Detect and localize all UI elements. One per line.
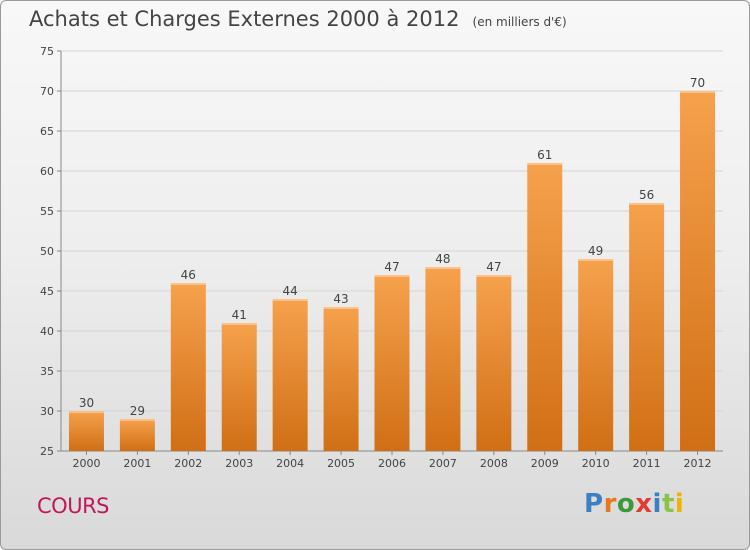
value-label-2004: 44 (283, 284, 298, 298)
bar-2001 (119, 419, 155, 451)
y-tick-label: 45 (40, 285, 54, 298)
bar-highlight (323, 307, 359, 309)
y-tick-label: 65 (40, 125, 54, 138)
value-label-2002: 46 (181, 268, 196, 282)
x-tick-label-2005: 2005 (327, 457, 355, 470)
x-tick-label-2001: 2001 (123, 457, 151, 470)
value-label-2008: 47 (486, 260, 501, 274)
bar-highlight (374, 275, 410, 277)
bar-2006 (374, 275, 410, 451)
bar-highlight (425, 267, 461, 269)
y-tick-label: 40 (40, 325, 54, 338)
value-label-2009: 61 (537, 148, 552, 162)
bar-highlight (629, 203, 665, 205)
y-tick-label: 70 (40, 85, 54, 98)
commune-name: COURS (37, 494, 109, 518)
bar-highlight (221, 323, 257, 325)
bar-highlight (119, 419, 155, 421)
y-tick-label: 25 (40, 445, 54, 458)
bar-highlight (170, 283, 206, 285)
bar-highlight (476, 275, 512, 277)
proxiti-logo: Proxiti (584, 489, 684, 519)
value-label-2000: 30 (79, 396, 94, 410)
logo-letter: o (616, 489, 636, 519)
x-tick-label-2004: 2004 (276, 457, 304, 470)
bar-highlight (68, 411, 104, 413)
bar-2009 (527, 163, 563, 451)
bar-2004 (272, 299, 308, 451)
bar-2003 (221, 323, 257, 451)
x-tick-label-2006: 2006 (378, 457, 406, 470)
chart-subtitle: (en milliers d'€) (472, 15, 567, 29)
logo-letter: t (661, 489, 675, 519)
logo-letter: i (652, 489, 662, 519)
bars (68, 91, 716, 451)
bar-highlight (272, 299, 308, 301)
x-tick-label-2003: 2003 (225, 457, 253, 470)
bar-2011 (629, 203, 665, 451)
value-label-2007: 48 (435, 252, 450, 266)
x-tick-label-2011: 2011 (633, 457, 661, 470)
y-tick-label: 60 (40, 165, 54, 178)
labels: 25 30 35 40 45 50 55 60 65 70 75 30 2000 29 2001 46 2002… (40, 45, 712, 470)
bar-2000 (68, 411, 104, 451)
x-tick-label-2009: 2009 (531, 457, 559, 470)
logo-letter: r (603, 489, 617, 519)
y-tick-label: 50 (40, 245, 54, 258)
value-label-2001: 29 (130, 404, 145, 418)
x-tick-label-2000: 2000 (72, 457, 100, 470)
value-label-2012: 70 (690, 76, 705, 90)
x-tick-label-2008: 2008 (480, 457, 508, 470)
x-tick-label-2010: 2010 (582, 457, 610, 470)
bar-2005 (323, 307, 359, 451)
bar-highlight (527, 163, 563, 165)
value-label-2010: 49 (588, 244, 603, 258)
logo-letter: x (635, 489, 653, 519)
bar-2007 (425, 267, 461, 451)
y-tick-label: 35 (40, 365, 54, 378)
bar-highlight (578, 259, 614, 261)
y-tick-label: 30 (40, 405, 54, 418)
x-tick-label-2012: 2012 (684, 457, 712, 470)
bar-highlight (680, 91, 716, 93)
value-label-2006: 47 (384, 260, 399, 274)
chart-title: Achats et Charges Externes 2000 à 2012 (29, 7, 460, 31)
logo-letter: i (674, 489, 685, 519)
bar-2010 (578, 259, 614, 451)
value-label-2005: 43 (333, 292, 348, 306)
chart-title-block: Achats et Charges Externes 2000 à 2012 (… (29, 7, 567, 31)
value-label-2003: 41 (232, 308, 247, 322)
y-tick-label: 55 (40, 205, 54, 218)
bar-2012 (680, 91, 716, 451)
value-label-2011: 56 (639, 188, 654, 202)
y-tick-label: 75 (40, 45, 54, 58)
x-tick-label-2007: 2007 (429, 457, 457, 470)
logo-letter: P (584, 489, 604, 519)
x-tick-label-2002: 2002 (174, 457, 202, 470)
bar-2008 (476, 275, 512, 451)
bar-2002 (170, 283, 206, 451)
